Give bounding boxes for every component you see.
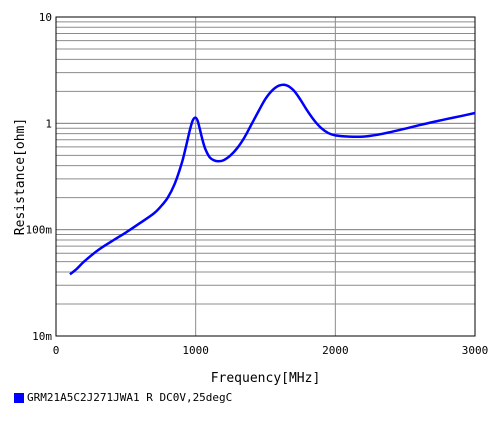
series-line-resistance (69, 83, 476, 276)
y-axis-label: Resistance[ohm] (13, 118, 28, 235)
grid (56, 17, 475, 336)
y-tick-label: 10m (32, 330, 52, 343)
x-tick-label: 1000 (182, 344, 209, 357)
x-axis-label: Frequency[MHz] (211, 371, 321, 386)
plot-frame (55, 16, 476, 337)
y-tick-label: 100m (26, 224, 53, 237)
legend-label: GRM21A5C2J271JWA1 R DC0V,25degC (27, 391, 233, 404)
x-tick-label: 3000 (462, 344, 489, 357)
y-tick-label: 10 (39, 11, 52, 24)
x-tick-label: 0 (53, 344, 60, 357)
legend: GRM21A5C2J271JWA1 R DC0V,25degC (14, 391, 232, 404)
x-tick-label: 2000 (322, 344, 349, 357)
y-tick-label: 1 (45, 117, 52, 130)
y-tick-labels: 10m 100m 1 10 (26, 11, 53, 343)
legend-swatch (14, 392, 24, 403)
x-tick-labels: 0 1000 2000 3000 (53, 344, 489, 357)
